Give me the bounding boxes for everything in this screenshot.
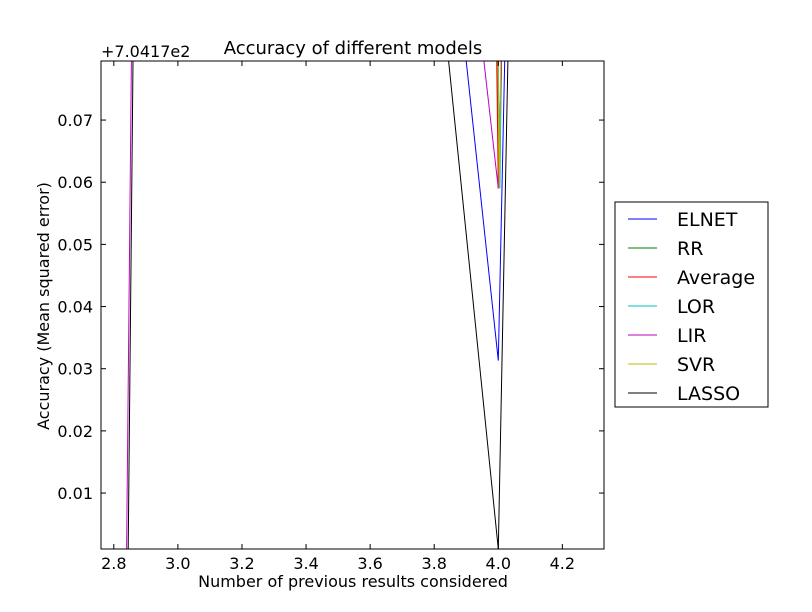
x-tick-label: 4.0 [486,554,511,573]
y-tick-label: 0.01 [57,484,93,503]
legend-label-lor: LOR [677,296,715,318]
legend-label-rr: RR [677,238,703,260]
y-tick-label: 0.07 [57,111,93,130]
legend-label-svr: SVR [677,354,715,376]
series-line-lasso [448,61,509,549]
legend-label-lasso: LASSO [677,383,740,405]
y-axis-label: Accuracy (Mean squared error) [34,182,53,430]
y-tick-label: 0.04 [57,298,93,317]
x-tick-label: 3.4 [293,554,318,573]
legend-label-average: Average [677,267,755,289]
y-tick-label: 0.06 [57,173,93,192]
x-tick-label: 3.0 [165,554,190,573]
legend: ELNET RR Average LOR LIR SVR LASSO [614,201,769,408]
y-tick-label: 0.05 [57,235,93,254]
legend-label-lir: LIR [677,325,706,347]
series-line-lir [126,61,132,549]
legend-label-elnet: ELNET [677,209,738,231]
x-tick-label: 3.8 [421,554,446,573]
chart-title: Accuracy of different models [224,38,483,59]
x-tick-label: 2.8 [101,554,126,573]
y-tick-label: 0.02 [57,422,93,441]
series-line-svr [497,61,502,189]
x-axis-label: Number of previous results considered [198,572,508,591]
series-line-elnet [465,61,506,361]
x-tick-label: 3.6 [357,554,382,573]
plot-frame [100,60,605,550]
x-tick-label: 4.2 [550,554,575,573]
legend-frame [614,201,769,408]
y-offset-label: +7.0417e2 [101,42,190,61]
series-line-lasso [127,61,134,549]
y-tick-label: 0.03 [57,360,93,379]
x-tick-label: 3.2 [229,554,254,573]
